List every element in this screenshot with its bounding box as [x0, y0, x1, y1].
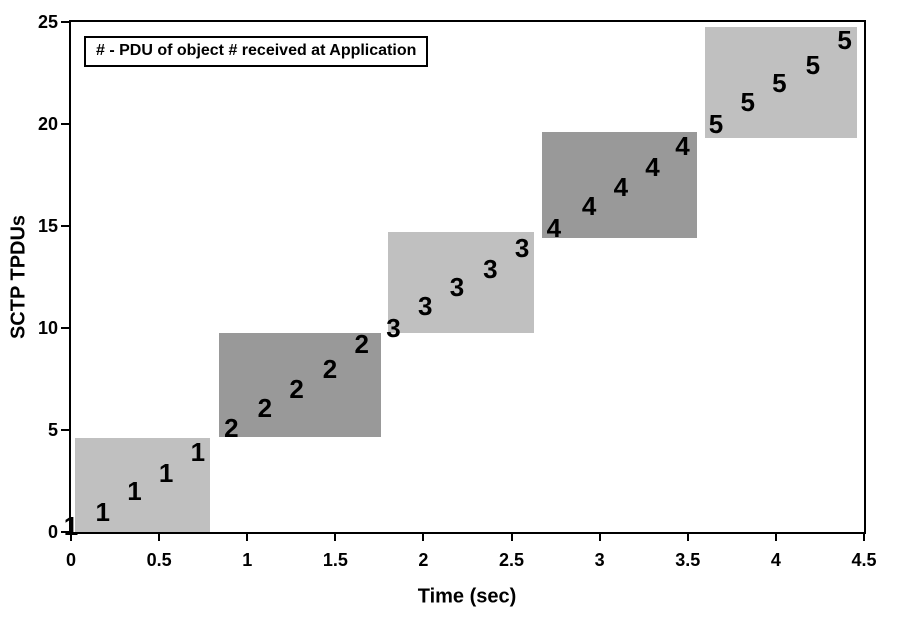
x-tick-label: 4.5 — [851, 550, 877, 570]
pdu-label-object-2: 2 — [354, 329, 369, 360]
x-tick-label: 3.5 — [675, 550, 701, 570]
x-tick-label: 1 — [242, 550, 253, 570]
x-tick-label: 0 — [65, 550, 76, 570]
pdu-label-object-3: 3 — [514, 233, 530, 264]
pdu-label-object-1: 1 — [158, 457, 174, 488]
pdu-label-object-3: 3 — [417, 290, 433, 321]
y-tick-label: 10 — [37, 318, 58, 338]
x-tick — [598, 534, 601, 541]
pdu-label-object-3: 3 — [386, 313, 401, 343]
pdu-label-object-2: 2 — [322, 353, 338, 384]
x-tick — [863, 534, 865, 541]
pdu-label-object-1: 1 — [190, 437, 206, 468]
x-tick — [510, 534, 513, 541]
pdu-label-object-3: 3 — [449, 272, 465, 303]
pdu-label-object-5: 5 — [837, 25, 852, 56]
pdu-label-object-3: 3 — [483, 253, 498, 284]
x-tick — [774, 534, 777, 541]
pdu-label-object-4: 4 — [546, 213, 562, 244]
pdu-label-object-1: 1 — [95, 496, 110, 527]
x-tick — [70, 534, 72, 541]
pdu-label-object-4: 4 — [581, 190, 597, 221]
x-tick-label: 2.5 — [499, 550, 525, 570]
pdu-label-object-2: 2 — [224, 412, 239, 443]
y-tick-label: 0 — [47, 522, 58, 542]
y-tick — [61, 123, 69, 125]
x-tick — [158, 534, 161, 541]
pdu-label-object-4: 4 — [645, 151, 660, 182]
x-tick-label: 2 — [418, 550, 429, 570]
x-tick-label: 1.5 — [322, 550, 348, 570]
object-4-block — [541, 132, 697, 239]
x-tick-label: 0.5 — [146, 550, 172, 570]
x-tick-label: 3 — [594, 550, 605, 570]
pdu-label-object-5: 5 — [772, 68, 787, 99]
pdu-label-object-5: 5 — [740, 86, 755, 117]
legend-text: # - PDU of object # received at Applicat… — [96, 42, 417, 59]
y-tick-label: 25 — [37, 12, 58, 32]
object-1-block — [74, 438, 211, 532]
y-tick-label: 5 — [47, 420, 58, 440]
object-2-block — [219, 333, 382, 438]
pdu-label-object-5: 5 — [708, 109, 724, 139]
x-axis-title: Time (sec) — [417, 585, 517, 608]
pdu-label-object-1: 1 — [127, 476, 142, 507]
legend-box: # - PDU of object # received at Applicat… — [84, 36, 429, 67]
x-tick — [334, 534, 337, 541]
y-tick — [61, 531, 69, 533]
pdu-label-object-5: 5 — [805, 49, 821, 80]
x-tick — [422, 534, 425, 541]
pdu-label-object-4: 4 — [675, 131, 690, 162]
y-tick — [61, 225, 69, 227]
y-tick — [61, 21, 69, 23]
y-tick-label: 20 — [37, 114, 58, 134]
pdu-label-object-2: 2 — [257, 392, 273, 423]
object-5-block — [705, 27, 857, 139]
y-tick — [61, 327, 69, 329]
x-tick-label: 4 — [770, 550, 781, 570]
pdu-label-object-4: 4 — [613, 172, 629, 203]
x-tick — [686, 534, 689, 541]
y-tick — [61, 429, 69, 431]
y-tick-label: 15 — [37, 216, 58, 236]
object-3-block — [388, 232, 535, 334]
x-tick — [246, 534, 249, 541]
pdu-label-object-2: 2 — [289, 374, 304, 405]
